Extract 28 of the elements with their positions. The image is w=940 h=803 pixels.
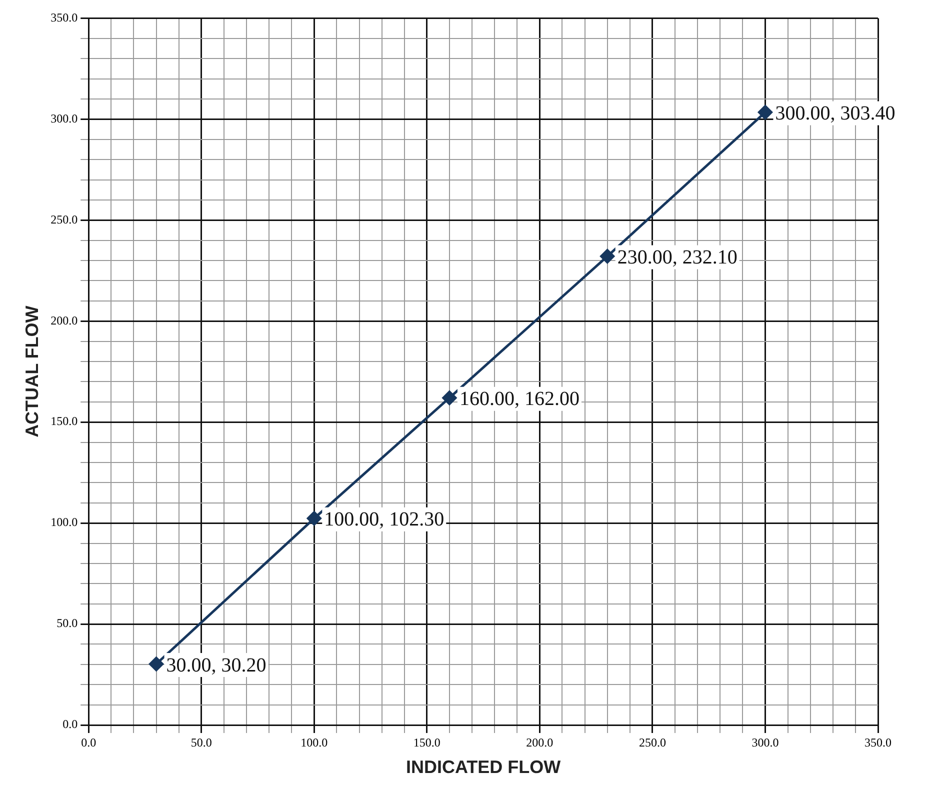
y-tick-label: 300.0 <box>50 111 78 126</box>
y-tick-label: 0.0 <box>62 717 78 732</box>
point <box>758 105 772 120</box>
point <box>149 656 164 672</box>
x-tick-label: 200.0 <box>526 735 554 750</box>
x-tick-label: 350.0 <box>864 735 892 750</box>
annotation: 300.00, 303.40 <box>775 102 896 125</box>
y-tick-label: 250.0 <box>50 212 78 226</box>
x-tick-label: 150.0 <box>413 735 440 750</box>
point <box>306 511 322 526</box>
y-tick-label: 50.0 <box>56 616 78 630</box>
annotation: 30.00, 30.20 <box>166 654 266 676</box>
x-tick-label: 300.0 <box>752 735 779 750</box>
annotation: 230.00, 232.10 <box>617 246 738 269</box>
x-tick-label: 50.0 <box>190 735 212 750</box>
y-tick-label: 150.0 <box>50 414 78 428</box>
point <box>442 390 457 406</box>
annotation: 100.00, 102.30 <box>324 508 444 531</box>
x-axis-title: INDICATED FLOW <box>406 757 561 778</box>
y-axis-title: ACTUAL FLOW <box>22 306 42 438</box>
x-tick-label: 100.0 <box>300 735 328 750</box>
x-tick-label: 0.0 <box>81 735 96 750</box>
y-tick-label: 100.0 <box>50 515 78 530</box>
y-tick-label: 200.0 <box>50 313 78 328</box>
x-tick-label: 250.0 <box>638 735 666 750</box>
point <box>600 249 615 264</box>
y-tick-label: 350.0 <box>50 10 78 24</box>
annotation: 160.00, 162.00 <box>459 388 580 410</box>
